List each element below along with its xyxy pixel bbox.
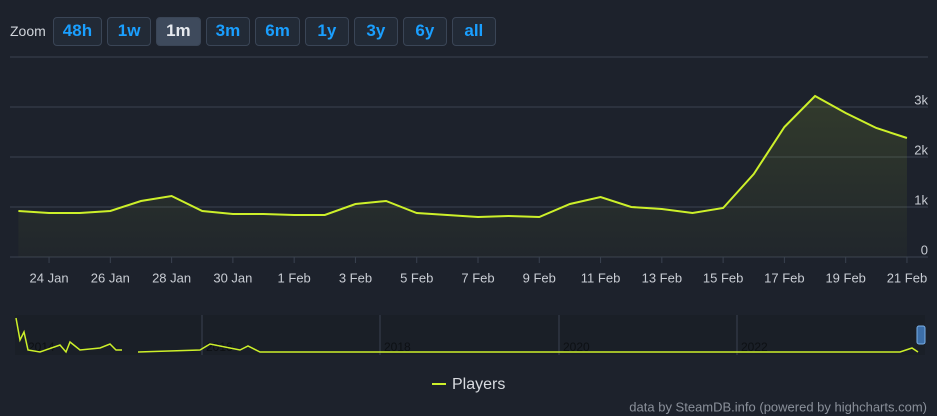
x-tick-label: 11 Feb [581, 270, 621, 285]
navigator-label: 2022 [741, 340, 768, 354]
x-tick-label: 13 Feb [642, 270, 682, 285]
x-tick-label: 26 Jan [91, 270, 130, 285]
navigator-handle [916, 325, 926, 345]
x-tick-label: 1 Feb [278, 270, 311, 285]
x-tick-label: 30 Jan [213, 270, 252, 285]
x-tick-label: 7 Feb [461, 270, 494, 285]
zoom-button[interactable]: 48h [52, 16, 103, 46]
line [18, 94, 908, 219]
zoom-button[interactable]: 1m [156, 16, 201, 46]
navigator [15, 315, 925, 355]
y-tick-label: 0 [921, 242, 928, 257]
x-tick-label: 21 Feb [887, 270, 927, 285]
x-tick-label: 3 Feb [339, 270, 372, 285]
x-tick-label: 28 Jan [152, 270, 191, 285]
y-tick-label: 1k [914, 192, 928, 207]
x-tick-label: 19 Feb [825, 270, 865, 285]
x-tick-label: 9 Feb [523, 270, 556, 285]
zoom-button[interactable]: 3y [353, 16, 398, 46]
navigator-label: 2016 [206, 340, 233, 354]
zoom-label: Zoom [10, 23, 46, 39]
x-tick-label: 24 Jan [30, 270, 69, 285]
zoom-button[interactable]: 1y [304, 16, 349, 46]
navigator-line [15, 317, 919, 354]
navigator-label: 2018 [384, 340, 411, 354]
x-tick-label: 17 Feb [764, 270, 804, 285]
area [18, 96, 907, 257]
zoom-button[interactable]: 6m [255, 16, 300, 46]
navigator-label: 2020 [563, 340, 590, 354]
legend-label: Players [452, 376, 505, 393]
zoom-button[interactable]: 1w [107, 16, 152, 46]
x-tick-label: 15 Feb [703, 270, 743, 285]
zoom-toolbar: Zoom 48h 1w 1m 3m 6m 1y 3y 6y all [10, 16, 501, 46]
zoom-button[interactable]: 6y [402, 16, 447, 46]
y-tick-label: 2k [914, 142, 928, 157]
zoom-button[interactable]: all [451, 16, 496, 46]
credits: data by SteamDB.info (powered by highcha… [629, 399, 927, 414]
y-tick-label: 3k [914, 92, 928, 107]
x-tick-label: 5 Feb [400, 270, 433, 285]
zoom-button[interactable]: 3m [205, 16, 251, 46]
